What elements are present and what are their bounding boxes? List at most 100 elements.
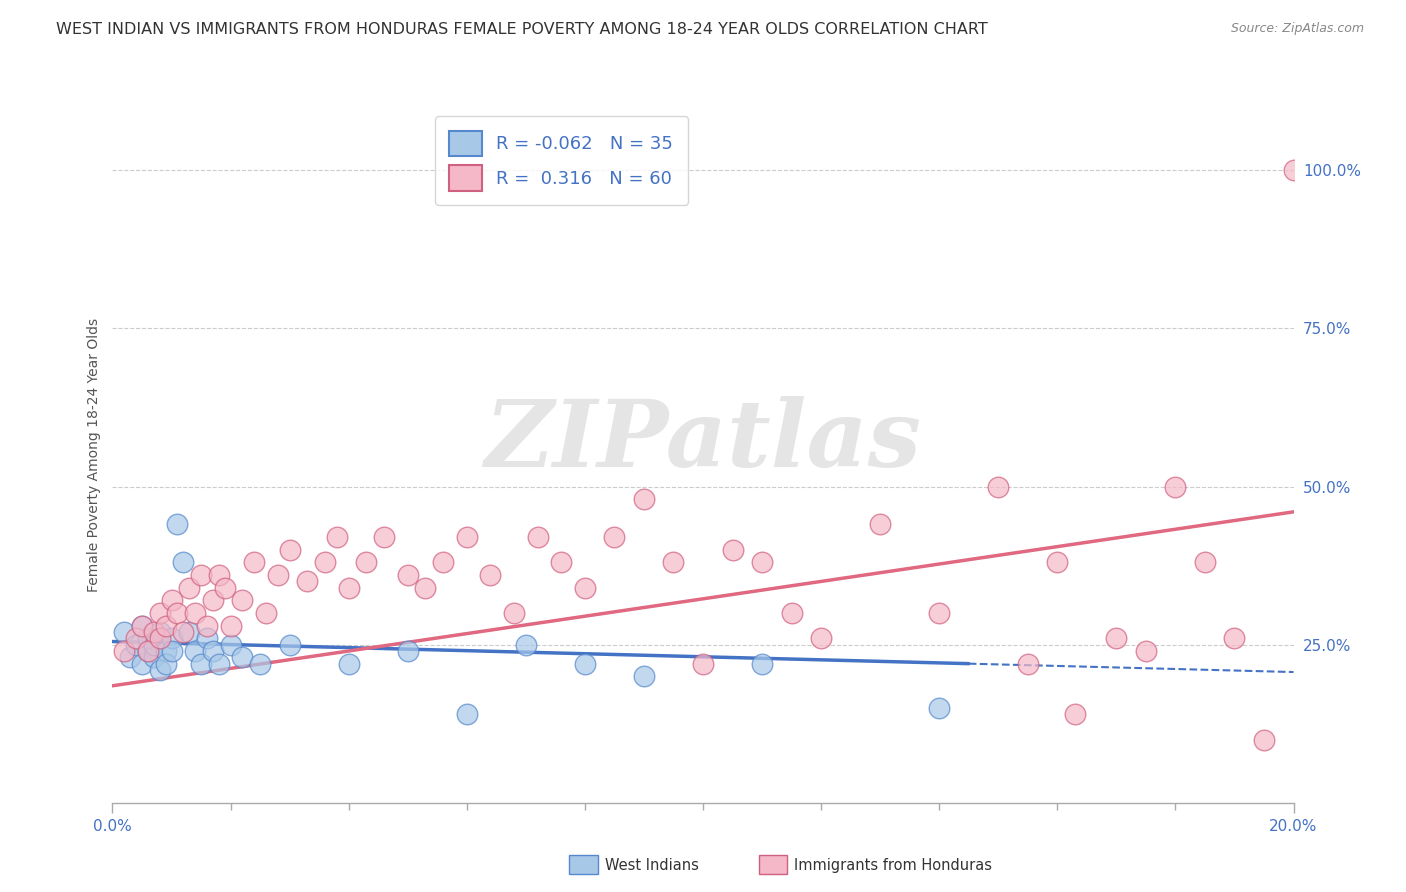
Point (1135, 644, 1157, 658)
Point (136, 644, 159, 658)
Point (201, 593, 224, 607)
Point (112, 644, 135, 658)
Point (278, 542, 301, 557)
Text: ZIPatlas: ZIPatlas (485, 396, 921, 486)
Point (751, 556, 773, 570)
Point (337, 657, 360, 671)
Point (208, 657, 231, 671)
Point (142, 638, 165, 652)
Point (112, 625, 135, 640)
Text: WEST INDIAN VS IMMIGRANTS FROM HONDURAS FEMALE POVERTY AMONG 18-24 YEAR OLDS COR: WEST INDIAN VS IMMIGRANTS FROM HONDURAS … (56, 22, 988, 37)
Point (574, 657, 596, 671)
Point (692, 657, 714, 671)
Point (149, 632, 172, 646)
Point (136, 644, 159, 658)
Point (166, 517, 188, 532)
Point (1282, 163, 1305, 178)
Point (633, 492, 655, 507)
Point (267, 568, 290, 582)
Point (1194, 556, 1216, 570)
Point (456, 707, 478, 722)
Point (219, 638, 242, 652)
Point (136, 632, 159, 646)
Point (810, 632, 832, 646)
Point (1046, 556, 1069, 570)
Point (208, 568, 231, 582)
Point (120, 650, 142, 665)
Point (574, 581, 596, 595)
Point (201, 644, 224, 658)
Point (125, 632, 148, 646)
Point (928, 606, 950, 620)
Point (550, 556, 572, 570)
Point (326, 530, 349, 544)
Point (172, 556, 194, 570)
Point (142, 650, 165, 665)
Point (149, 606, 172, 620)
Point (314, 556, 336, 570)
Point (721, 542, 744, 557)
Point (243, 556, 266, 570)
Point (190, 568, 212, 582)
Point (373, 530, 395, 544)
Point (155, 657, 177, 671)
Point (231, 650, 253, 665)
Point (356, 556, 378, 570)
Point (1253, 732, 1275, 747)
Point (131, 618, 153, 632)
Point (928, 701, 950, 715)
Point (155, 644, 177, 658)
Point (751, 657, 773, 671)
Legend: R = -0.062   N = 35, R =  0.316   N = 60: R = -0.062 N = 35, R = 0.316 N = 60 (434, 116, 688, 205)
Point (1064, 707, 1087, 722)
Point (149, 663, 172, 677)
Point (1017, 657, 1039, 671)
Point (219, 618, 242, 632)
Point (254, 606, 277, 620)
Point (603, 530, 626, 544)
Point (515, 638, 537, 652)
Text: Source: ZipAtlas.com: Source: ZipAtlas.com (1230, 22, 1364, 36)
Point (1223, 632, 1246, 646)
Point (149, 625, 172, 640)
Point (780, 606, 803, 620)
Point (1105, 632, 1128, 646)
Point (179, 581, 201, 595)
Point (179, 625, 201, 640)
Point (249, 657, 271, 671)
Point (231, 593, 253, 607)
Point (662, 556, 685, 570)
Point (214, 581, 236, 595)
Point (131, 657, 153, 671)
Point (479, 568, 502, 582)
Point (195, 632, 218, 646)
Point (172, 625, 194, 640)
Point (131, 618, 153, 632)
Point (190, 657, 212, 671)
Point (633, 669, 655, 683)
Point (160, 632, 183, 646)
Text: Immigrants from Honduras: Immigrants from Honduras (794, 858, 993, 872)
Point (195, 618, 218, 632)
Point (337, 581, 360, 595)
Point (456, 530, 478, 544)
Point (987, 479, 1010, 493)
Point (297, 574, 319, 589)
Point (278, 638, 301, 652)
Point (184, 644, 207, 658)
Point (160, 644, 183, 658)
Point (869, 517, 891, 532)
Point (432, 556, 454, 570)
Point (526, 530, 548, 544)
Point (396, 568, 419, 582)
Point (142, 625, 165, 640)
Point (415, 581, 437, 595)
Point (396, 644, 419, 658)
Point (184, 606, 207, 620)
Point (503, 606, 526, 620)
Point (125, 638, 148, 652)
Point (166, 606, 188, 620)
Point (1164, 479, 1187, 493)
Point (155, 618, 177, 632)
Point (160, 593, 183, 607)
